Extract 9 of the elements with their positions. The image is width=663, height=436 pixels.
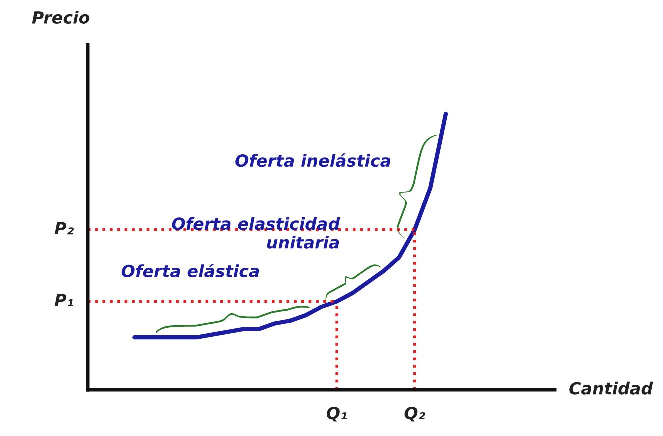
x-tick-label: Q₂ (404, 406, 426, 422)
x-tick-label: Q₁ (326, 406, 348, 422)
text: Precio (32, 11, 90, 24)
ref-line-label: P₂ (54, 222, 74, 235)
annotation: Oferta elástica (122, 264, 260, 278)
text: Cantidad (570, 382, 654, 395)
annotation: Oferta elasticidad unitaria (172, 217, 340, 249)
ref-line-label: P₁ (54, 294, 74, 306)
annotation: Oferta inelástica (236, 154, 390, 168)
